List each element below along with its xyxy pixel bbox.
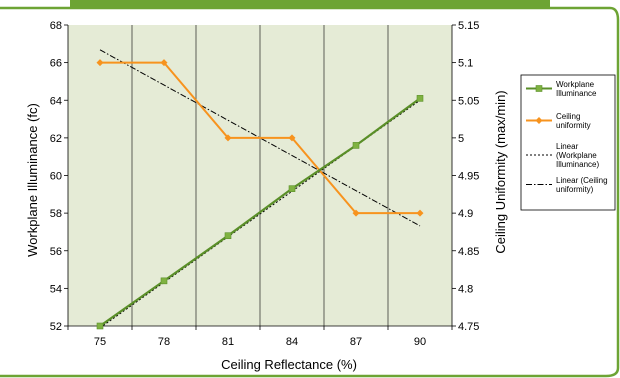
data-point-ceiling-uniformity: [416, 209, 424, 217]
data-point-workplane-illuminance: [224, 232, 232, 239]
data-point-ceiling-uniformity: [352, 209, 360, 217]
left-tick-label: 68: [50, 20, 62, 32]
x-tick-label: 81: [222, 336, 234, 348]
left-tick-label: 60: [50, 171, 62, 183]
frame-top-band: [70, 0, 550, 9]
left-tick-label: 58: [50, 208, 62, 220]
legend-box: [520, 74, 616, 211]
data-point-ceiling-uniformity: [96, 59, 104, 67]
data-point-workplane-illuminance: [352, 142, 360, 149]
legend-label: Illuminance: [556, 89, 597, 98]
left-tick-label: 62: [50, 133, 62, 145]
legend-symbol-marker: [535, 117, 543, 124]
right-axis-title: Ceiling Uniformity (max/min): [493, 90, 508, 253]
data-point-workplane-illuminance: [160, 277, 168, 285]
legend-symbol-marker: [535, 85, 543, 92]
grid-lines: [131, 25, 389, 326]
trendline: [99, 99, 421, 329]
x-tick-label: 90: [414, 336, 426, 348]
left-axis-ticks: 52 54 56 58 60 62 64 66 68: [50, 20, 68, 333]
frame-border: [0, 6, 620, 378]
right-axis-ticks: 4.75 4.8 4.85 4.9 4.95 5 5.05 5.1 5.15: [452, 20, 479, 333]
data-point-workplane-illuminance: [96, 322, 104, 330]
trendlines: [99, 49, 421, 329]
left-axis-title: Workplane Illuminance (fc): [25, 103, 40, 257]
right-tick-label: 4.95: [458, 171, 479, 183]
data-series: [96, 59, 424, 330]
legend-label: Linear (Ceiling: [556, 176, 608, 185]
left-tick-label: 66: [50, 58, 62, 70]
data-point-ceiling-uniformity: [288, 134, 296, 142]
x-axis-title: Ceiling Reflectance (%): [221, 357, 357, 372]
right-tick-label: 4.9: [458, 208, 473, 220]
trendline: [99, 49, 421, 227]
left-tick-label: 64: [50, 95, 62, 107]
data-point-ceiling-uniformity: [224, 134, 232, 142]
right-tick-label: 5.15: [458, 20, 479, 32]
legend-label: Workplane: [556, 80, 595, 89]
legend-label: uniformity: [556, 121, 591, 130]
data-point-ceiling-uniformity: [160, 59, 168, 67]
legend-label: Ceiling: [556, 112, 580, 121]
left-tick-label: 54: [50, 283, 62, 295]
right-tick-label: 4.85: [458, 246, 479, 258]
left-tick-label: 52: [50, 321, 62, 333]
series-line-ceiling-uniformity: [100, 61, 420, 215]
x-tick-label: 84: [286, 336, 298, 348]
x-axis-ticks: 75 78 81 84 87 90: [67, 326, 453, 348]
legend-label: Illuminance): [556, 160, 599, 169]
right-tick-label: 5.05: [458, 95, 479, 107]
left-tick-label: 56: [50, 246, 62, 258]
x-tick-label: 87: [350, 336, 362, 348]
x-tick-label: 78: [158, 336, 170, 348]
x-tick-label: 75: [94, 336, 106, 348]
series-line-workplane-illuminance: [99, 97, 421, 327]
legend-label: (Workplane: [556, 151, 597, 160]
right-tick-label: 4.75: [458, 321, 479, 333]
right-tick-label: 5: [458, 133, 464, 145]
data-point-workplane-illuminance: [416, 95, 424, 102]
legend-label: Linear: [556, 142, 579, 151]
data-point-workplane-illuminance: [288, 185, 296, 192]
right-tick-label: 5.1: [458, 58, 473, 70]
right-tick-label: 4.8: [458, 283, 473, 295]
legend-label: uniformity): [556, 185, 594, 194]
